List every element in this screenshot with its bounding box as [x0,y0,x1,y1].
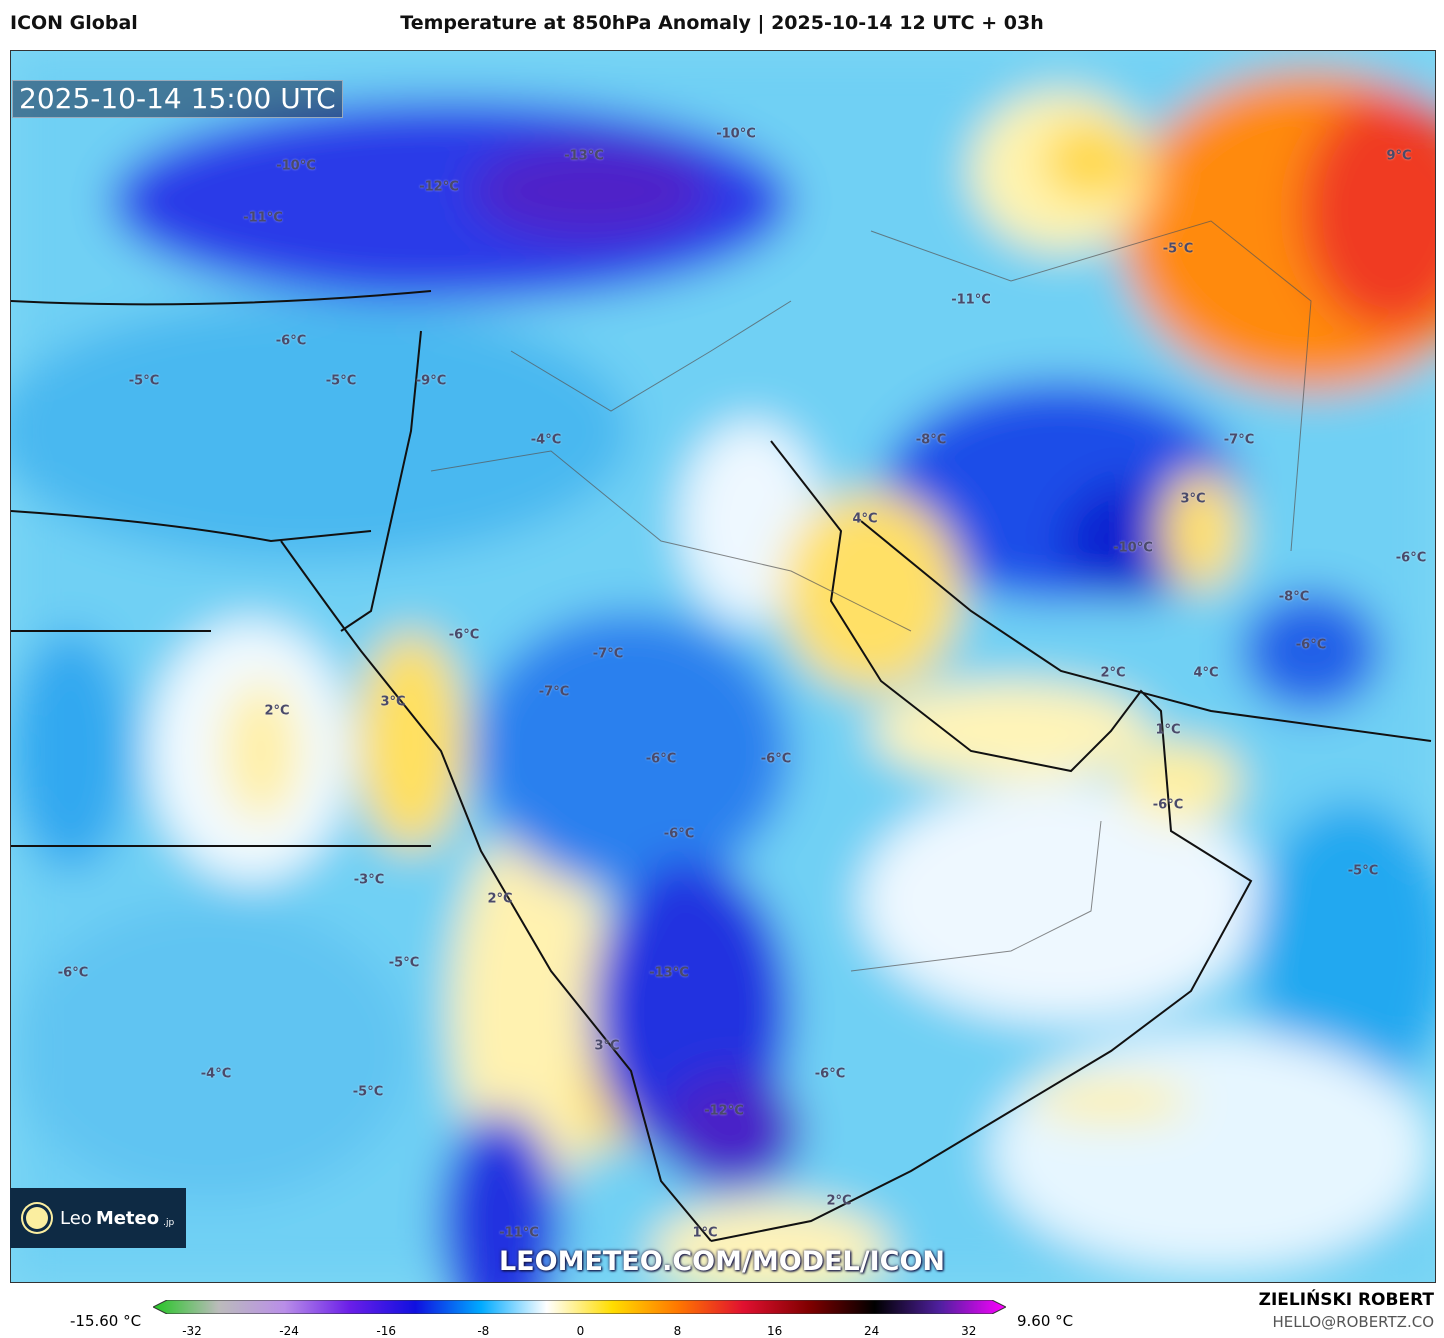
isotherm-label: -4°C [530,432,562,448]
isotherm-label: -11°C [243,210,283,226]
colorbar-tick: -32 [182,1324,202,1338]
isotherm-label: 2°C [826,1193,852,1209]
isotherm-label: -5°C [388,955,420,971]
colorbar-max: 9.60 °C [1017,1312,1074,1330]
isotherm-label: -6°C [1395,550,1427,566]
isotherm-label: -6°C [275,333,307,349]
isotherm-label: -6°C [1295,637,1327,653]
isotherm-label: -8°C [1278,589,1310,605]
sun-icon [26,1207,48,1229]
temperature-field [11,51,1435,1282]
borders [430,220,1312,972]
isotherm-label: -6°C [645,751,677,767]
isotherm-label: 2°C [264,703,290,719]
model-name: ICON Global [10,12,138,34]
colorbar-tick: 8 [673,1324,682,1338]
isotherm-label: -7°C [592,646,624,662]
colorbar-min: -15.60 °C [70,1312,142,1330]
isotherm-label: 4°C [852,511,878,527]
author: ZIELIŃSKI ROBERT [1258,1290,1434,1310]
isotherm-label: -11°C [499,1225,539,1241]
isotherm-label: -13°C [564,148,604,164]
isotherm-label: -6°C [1152,797,1184,813]
isotherm-label: -5°C [1162,241,1194,257]
isotherm-label: 3°C [380,694,406,710]
chart-title: Temperature at 850hPa Anomaly | 2025-10-… [400,12,1044,34]
colorbar-tick: -8 [477,1324,490,1338]
isotherm-label: -6°C [448,627,480,643]
isotherm-label: 1°C [692,1225,718,1241]
isotherm-label: -5°C [1347,863,1379,879]
isotherm-label: 3°C [1180,491,1206,507]
isotherm-label: -9°C [415,373,447,389]
isotherm-label: -13°C [649,965,689,981]
isotherm-label: -11°C [951,292,991,308]
isotherm-label: -8°C [915,432,947,448]
isotherm-label: -10°C [1113,540,1153,556]
isotherm-label: 3°C [594,1038,620,1054]
colorbar-tick: 24 [864,1324,880,1338]
isotherm-label: 2°C [487,891,513,907]
isotherm-label: -5°C [325,373,357,389]
colorbar-tick: -16 [376,1324,396,1338]
isotherm-label: 1°C [1155,722,1181,738]
isotherm-label: -12°C [704,1103,744,1119]
isotherm-label: -4°C [200,1066,232,1082]
isotherm-label: -5°C [352,1084,384,1100]
colorbar-tick: 16 [766,1324,783,1338]
isotherm-label: -5°C [128,373,160,389]
colorbar-tick: 0 [576,1324,585,1338]
isotherm-label: -6°C [57,965,89,981]
colorbar-gradient [153,1300,1006,1314]
colorbar-tick: -24 [279,1324,299,1338]
coastlines [11,290,1432,1242]
author-email[interactable]: HELLO@ROBERTZ.CO [1272,1313,1434,1331]
isotherm-label: -10°C [716,126,756,142]
isotherm-label: -6°C [663,826,695,842]
weather-map[interactable]: -10°C -12°C -13°C -10°C -11°C -6°C -5°C -5°C -9°… [10,50,1436,1283]
isotherm-label: -10°C [276,158,316,174]
isotherm-label: -7°C [1223,432,1255,448]
isotherm-label: 9°C [1386,148,1412,164]
isotherm-label: -12°C [419,179,459,195]
isotherm-label: 4°C [1193,665,1219,681]
colorbar [153,1300,1006,1314]
valid-time: 2025-10-14 15:00 UTC [12,80,343,118]
isotherm-label: -3°C [353,872,385,888]
colorbar-tick: 32 [961,1324,977,1338]
watermark-url: LEOMETEO.COM/MODEL/ICON [498,1246,946,1277]
leometeo-logo[interactable]: Leo Meteo .jp [10,1188,186,1248]
isotherm-label: -6°C [814,1066,846,1082]
isotherm-label: -7°C [538,684,570,700]
isotherm-label: -6°C [760,751,792,767]
isotherm-label: 2°C [1100,665,1126,681]
